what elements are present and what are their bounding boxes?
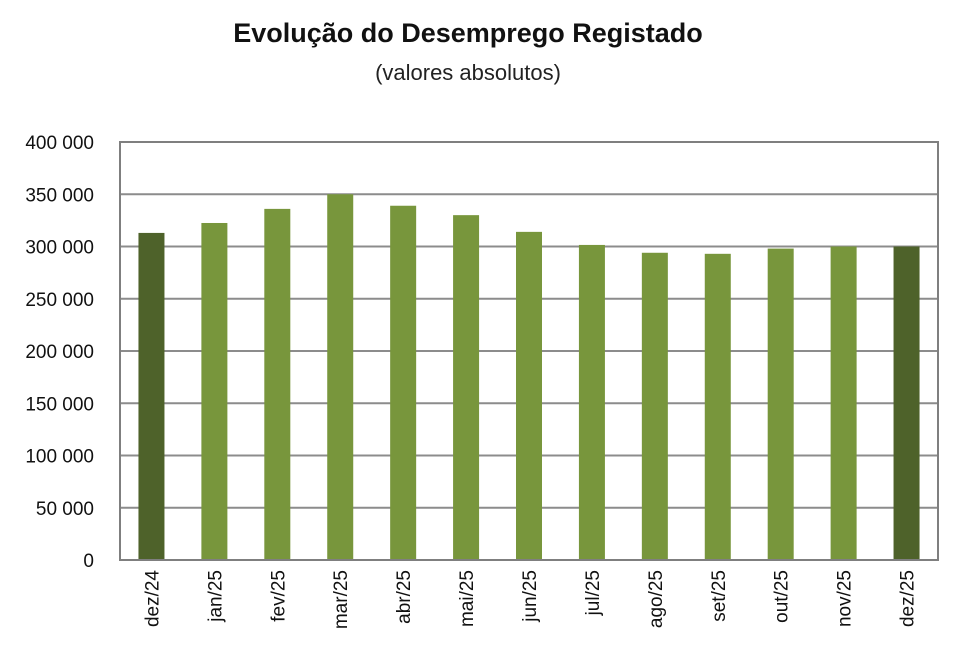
y-tick-label: 150 000 bbox=[25, 394, 94, 415]
bar-dez-24 bbox=[138, 232, 165, 561]
bar-ago-25 bbox=[641, 252, 668, 560]
x-tick-label: ago/25 bbox=[646, 570, 667, 628]
x-tick-label: jan/25 bbox=[205, 570, 226, 623]
bar-fev-25 bbox=[264, 208, 291, 560]
x-tick-label: dez/24 bbox=[142, 570, 163, 627]
y-tick-label: 400 000 bbox=[25, 133, 94, 154]
plot-frame bbox=[119, 141, 939, 561]
y-tick-label: 50 000 bbox=[36, 499, 94, 520]
y-tick-label: 200 000 bbox=[25, 342, 94, 363]
bar-jun-25 bbox=[516, 231, 542, 560]
x-tick-label: out/25 bbox=[772, 570, 793, 623]
x-tick-label: jul/25 bbox=[583, 570, 604, 616]
chart-subtitle: (valores absolutos) bbox=[375, 60, 561, 85]
x-tick-label: set/25 bbox=[709, 570, 730, 622]
bar-jan-25 bbox=[201, 222, 228, 561]
x-tick-label: jun/25 bbox=[520, 570, 541, 623]
y-tick-label: 350 000 bbox=[25, 185, 94, 206]
y-tick-label: 0 bbox=[83, 551, 94, 572]
x-tick-label: abr/25 bbox=[394, 570, 415, 624]
bar-jul-25 bbox=[578, 244, 605, 560]
y-tick-label: 100 000 bbox=[25, 447, 94, 468]
x-tick-label: mar/25 bbox=[331, 570, 352, 629]
y-tick-label: 300 000 bbox=[25, 238, 94, 259]
bar-set-25 bbox=[704, 253, 731, 560]
bar-abr-25 bbox=[390, 205, 417, 560]
bar-mar-25 bbox=[327, 194, 354, 560]
y-tick-label: 250 000 bbox=[25, 290, 94, 311]
bar-nov-25 bbox=[830, 246, 857, 560]
bar-out-25 bbox=[767, 248, 794, 560]
x-tick-label: fev/25 bbox=[268, 570, 289, 622]
x-tick-label: nov/25 bbox=[835, 570, 856, 627]
x-tick-label: mai/25 bbox=[457, 570, 478, 627]
x-tick-label: dez/25 bbox=[898, 570, 919, 627]
bar-dez-25 bbox=[893, 246, 920, 560]
bar-mai-25 bbox=[453, 215, 480, 560]
chart-title: Evolução do Desemprego Registado bbox=[233, 18, 703, 48]
